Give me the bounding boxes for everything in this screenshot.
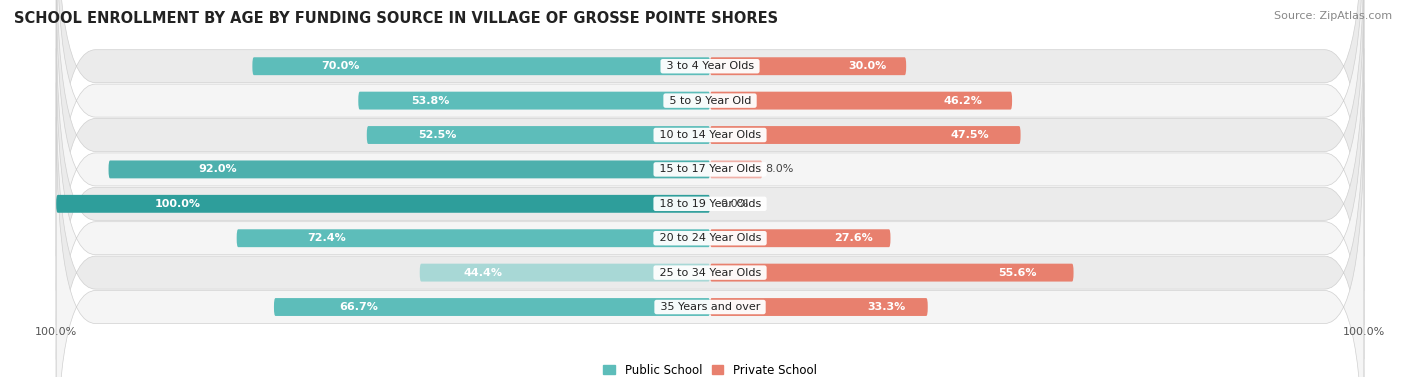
Text: 33.3%: 33.3% (868, 302, 905, 312)
Text: 18 to 19 Year Olds: 18 to 19 Year Olds (655, 199, 765, 209)
Text: Source: ZipAtlas.com: Source: ZipAtlas.com (1274, 11, 1392, 21)
Text: 66.7%: 66.7% (339, 302, 378, 312)
FancyBboxPatch shape (710, 229, 890, 247)
FancyBboxPatch shape (56, 0, 1364, 256)
FancyBboxPatch shape (56, 14, 1364, 377)
Text: 8.0%: 8.0% (766, 164, 794, 175)
FancyBboxPatch shape (710, 92, 1012, 110)
Text: 52.5%: 52.5% (418, 130, 457, 140)
Text: 35 Years and over: 35 Years and over (657, 302, 763, 312)
FancyBboxPatch shape (710, 57, 905, 75)
Legend: Public School, Private School: Public School, Private School (600, 361, 820, 377)
Text: 5 to 9 Year Old: 5 to 9 Year Old (665, 96, 755, 106)
FancyBboxPatch shape (108, 161, 710, 178)
Text: 46.2%: 46.2% (943, 96, 981, 106)
FancyBboxPatch shape (367, 126, 710, 144)
Text: 25 to 34 Year Olds: 25 to 34 Year Olds (655, 268, 765, 277)
Text: 0.0%: 0.0% (720, 199, 748, 209)
Text: 15 to 17 Year Olds: 15 to 17 Year Olds (655, 164, 765, 175)
Text: 72.4%: 72.4% (308, 233, 346, 243)
Text: 30.0%: 30.0% (848, 61, 887, 71)
FancyBboxPatch shape (56, 0, 1364, 291)
Text: 55.6%: 55.6% (998, 268, 1038, 277)
Text: 44.4%: 44.4% (464, 268, 502, 277)
Text: 53.8%: 53.8% (411, 96, 450, 106)
FancyBboxPatch shape (56, 0, 1364, 325)
FancyBboxPatch shape (359, 92, 710, 110)
FancyBboxPatch shape (710, 126, 1021, 144)
FancyBboxPatch shape (236, 229, 710, 247)
Text: 27.6%: 27.6% (834, 233, 873, 243)
FancyBboxPatch shape (56, 83, 1364, 377)
Text: 92.0%: 92.0% (198, 164, 238, 175)
Text: 3 to 4 Year Olds: 3 to 4 Year Olds (662, 61, 758, 71)
Text: 10 to 14 Year Olds: 10 to 14 Year Olds (655, 130, 765, 140)
Text: 70.0%: 70.0% (321, 61, 360, 71)
FancyBboxPatch shape (253, 57, 710, 75)
FancyBboxPatch shape (710, 264, 1074, 282)
Text: SCHOOL ENROLLMENT BY AGE BY FUNDING SOURCE IN VILLAGE OF GROSSE POINTE SHORES: SCHOOL ENROLLMENT BY AGE BY FUNDING SOUR… (14, 11, 778, 26)
FancyBboxPatch shape (710, 161, 762, 178)
FancyBboxPatch shape (710, 298, 928, 316)
FancyBboxPatch shape (56, 117, 1364, 377)
FancyBboxPatch shape (56, 195, 710, 213)
Text: 47.5%: 47.5% (950, 130, 990, 140)
FancyBboxPatch shape (56, 0, 1364, 359)
FancyBboxPatch shape (274, 298, 710, 316)
FancyBboxPatch shape (56, 48, 1364, 377)
FancyBboxPatch shape (420, 264, 710, 282)
Text: 20 to 24 Year Olds: 20 to 24 Year Olds (655, 233, 765, 243)
Text: 100.0%: 100.0% (155, 199, 200, 209)
